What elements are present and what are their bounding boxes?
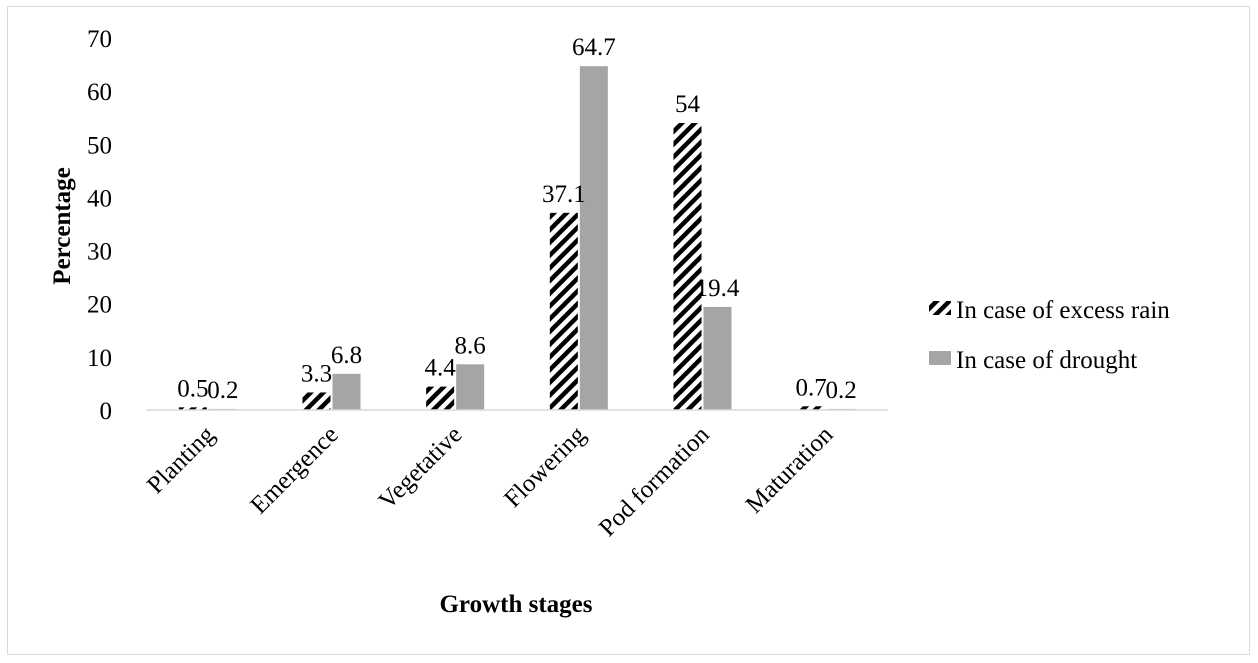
legend: In case of excess rain In case of drough… — [929, 297, 1170, 374]
data-label: 19.4 — [696, 275, 740, 302]
bar-excess-rain-pod-formation — [673, 123, 702, 411]
x-tick-label: Planting — [142, 421, 220, 499]
bar-excess-rain-maturation — [797, 406, 826, 410]
data-label: 3.3 — [301, 360, 332, 387]
legend-label-drought: In case of drought — [956, 347, 1137, 374]
chart-frame — [7, 6, 1250, 655]
data-label: 64.7 — [572, 34, 616, 61]
bar-excess-rain-emergence — [302, 392, 331, 410]
y-tick-label: 40 — [87, 185, 112, 212]
data-label: 6.8 — [331, 342, 362, 369]
legend-label-excess-rain: In case of excess rain — [956, 297, 1170, 324]
bar-excess-rain-flowering — [549, 212, 578, 410]
y-tick-label: 10 — [87, 345, 112, 372]
y-tick-label: 20 — [87, 292, 112, 319]
bar-drought-emergence — [332, 373, 361, 410]
legend-swatch-excess-rain — [929, 301, 951, 315]
data-label: 0.2 — [207, 377, 238, 404]
data-label: 37.1 — [542, 181, 586, 208]
x-tick-label: Vegetative — [374, 421, 468, 515]
y-axis-title: Percentage — [49, 167, 76, 285]
bar-drought-vegetative — [456, 364, 485, 410]
y-tick-label: 50 — [87, 132, 112, 159]
legend-swatch-drought — [929, 351, 951, 365]
x-tick-label: Pod formation — [594, 421, 715, 542]
x-tick-label: Maturation — [741, 421, 839, 519]
y-tick-label: 0 — [100, 398, 113, 425]
x-tick-label: Emergence — [245, 421, 343, 519]
x-axis-title: Growth stages — [439, 591, 592, 618]
bar-drought-flowering — [579, 66, 608, 410]
data-label: 54 — [675, 91, 701, 118]
data-label: 0.5 — [177, 375, 208, 402]
bar-excess-rain-vegetative — [426, 386, 455, 410]
y-tick-label: 70 — [87, 26, 112, 53]
y-tick-label: 30 — [87, 239, 112, 266]
data-label: 8.6 — [455, 332, 486, 359]
data-label: 0.7 — [796, 374, 827, 401]
bar-excess-rain-planting — [178, 407, 207, 410]
y-tick-label: 60 — [87, 79, 112, 106]
x-tick-label: Flowering — [499, 421, 591, 513]
data-label: 0.2 — [826, 377, 857, 404]
bar-drought-pod-formation — [703, 306, 732, 410]
data-label: 4.4 — [425, 355, 457, 382]
